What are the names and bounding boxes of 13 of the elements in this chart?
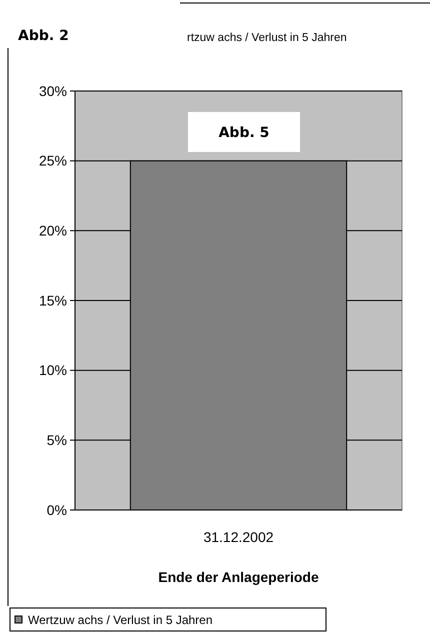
y-tick-label: 25% — [38, 152, 67, 169]
y-tick-label: 10% — [38, 362, 67, 378]
x-tick-label: 31.12.2002 — [203, 529, 274, 545]
y-tick-label: 5% — [46, 432, 67, 448]
y-tick-label: 20% — [38, 222, 67, 239]
chart-title: rtzuw achs / Verlust in 5 Jahren — [187, 32, 347, 44]
y-tick-label: 30% — [38, 82, 67, 99]
annotation: Abb. 5 — [218, 124, 270, 141]
x-axis-title: Ende der Anlageperiode — [158, 569, 319, 585]
y-tick-label: 0% — [46, 502, 67, 518]
y-tick-label: 15% — [38, 292, 67, 308]
legend-label: Wertzuw achs / Verlust in 5 Jahren — [28, 613, 213, 628]
caption: Abb. 2 — [18, 28, 69, 44]
